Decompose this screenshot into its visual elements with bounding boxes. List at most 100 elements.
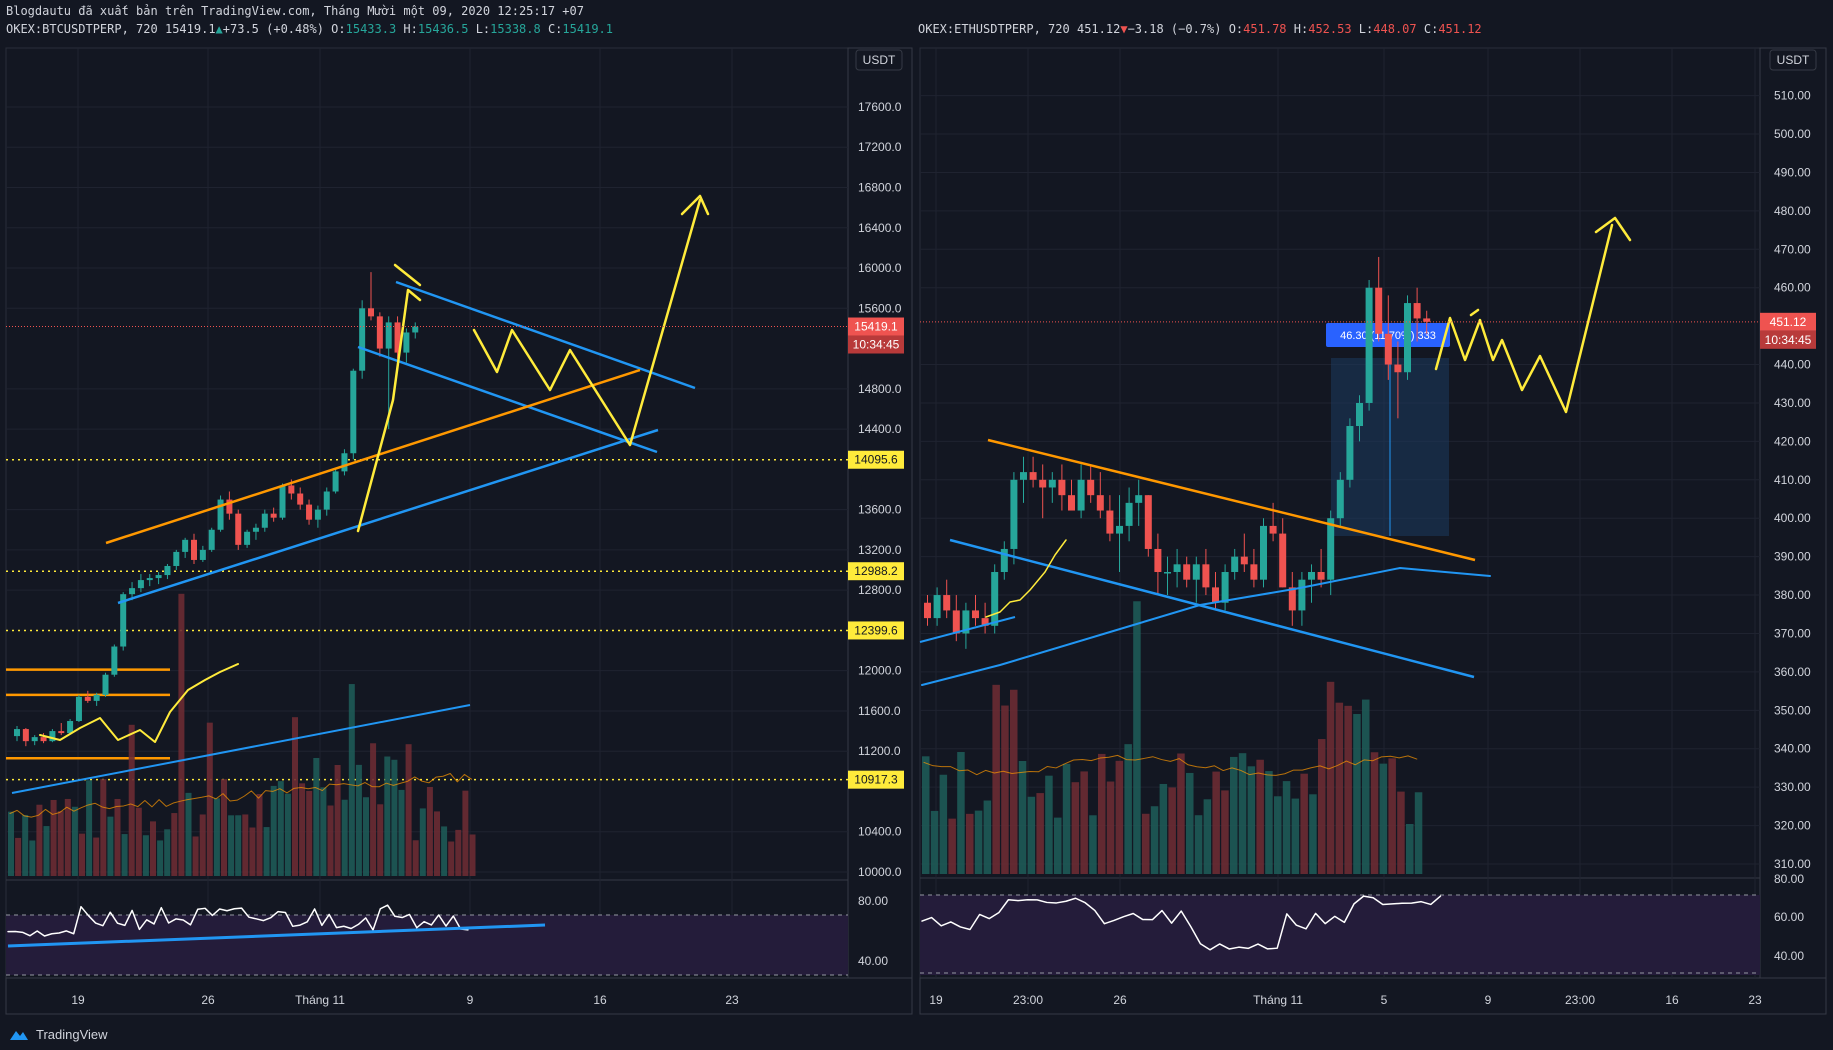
volume-bar — [36, 804, 43, 876]
y-tick: 13600.0 — [858, 503, 902, 517]
volume-bar — [313, 757, 320, 876]
y-tick: 510.00 — [1774, 89, 1811, 103]
volume-bar — [1106, 781, 1115, 874]
currency-box — [1769, 49, 1817, 71]
volume-bar — [185, 792, 192, 876]
x-tick: 23 — [725, 993, 739, 1007]
rsi-tick: 40.00 — [858, 954, 888, 968]
candle — [1260, 525, 1267, 580]
footer-brand: TradingView — [36, 1027, 108, 1042]
candle — [182, 539, 189, 552]
volume-bar — [398, 789, 405, 876]
candle — [314, 509, 321, 520]
candle — [49, 731, 56, 742]
volume-bar — [1238, 753, 1247, 874]
projection-arrow-head — [680, 194, 710, 216]
btc-panel — [5, 47, 913, 1015]
y-tick: 13200.0 — [858, 543, 902, 557]
y-tick-label: 380.00 — [1774, 588, 1811, 602]
volume-bar — [79, 833, 85, 876]
volume-bar — [270, 785, 277, 876]
volume-bar — [1071, 782, 1080, 874]
candle — [1010, 479, 1018, 549]
price-tag: 15419.1 — [854, 320, 898, 334]
y-tick: 11600.0 — [858, 704, 901, 718]
countdown-bg — [848, 335, 904, 354]
y-tick-label: 340.00 — [1774, 742, 1811, 756]
volume-bar — [405, 744, 412, 876]
candle — [1423, 318, 1431, 322]
candle — [1116, 525, 1123, 534]
rsi-band — [6, 915, 848, 975]
eth-interval: 720 — [1048, 22, 1070, 36]
candle — [1087, 479, 1095, 496]
y-tick: 420.00 — [1774, 434, 1811, 448]
x-tick: 23 — [1748, 993, 1762, 1007]
volume-bar — [213, 798, 220, 876]
rsi-tick: 60.00 — [1774, 910, 1804, 924]
y-tick-label: 14400.0 — [858, 422, 902, 436]
y-tick: 12800.0 — [858, 583, 902, 597]
volume-bar — [462, 790, 469, 876]
y-tick: 330.00 — [1774, 780, 1811, 794]
eth-symbol[interactable]: OKEX:ETHUSDTPERP — [918, 22, 1034, 36]
volume-bar — [1186, 772, 1194, 874]
candle — [1298, 579, 1306, 611]
volume-bar — [1370, 752, 1379, 874]
volume-bar — [930, 810, 939, 874]
x-tick-label: 16 — [1665, 993, 1679, 1007]
btc-symbol[interactable]: OKEX:BTCUSDTPERP — [6, 22, 122, 36]
volume-bar — [939, 774, 948, 874]
volume-bar — [1080, 771, 1088, 874]
x-tick-label: Tháng 11 — [1253, 993, 1303, 1007]
rsi-line — [7, 904, 469, 937]
x-tick-label: 26 — [201, 993, 215, 1007]
candle — [368, 308, 374, 317]
candle — [991, 572, 999, 626]
volume-bar — [1010, 689, 1018, 874]
candle — [1404, 303, 1411, 373]
currency-label: USDT — [1777, 53, 1810, 67]
x-tick: 9 — [1485, 993, 1492, 1007]
candle — [403, 332, 410, 353]
y-tick: 390.00 — [1774, 550, 1811, 564]
y-tick: 10400.0 — [858, 825, 902, 839]
tradingview-footer[interactable]: TradingView — [8, 1027, 108, 1042]
candle — [84, 696, 91, 701]
down-arrow-icon: ▼ — [1120, 22, 1128, 36]
volume-bar — [228, 815, 235, 876]
rsi-tick: 40.00 — [1774, 949, 1804, 963]
candle — [252, 527, 259, 532]
y-tick: 16400.0 — [858, 221, 902, 235]
candle — [1135, 495, 1143, 503]
volume-bar — [157, 840, 164, 876]
candle — [1173, 564, 1181, 573]
candle — [1192, 564, 1200, 580]
y-tick-label: 420.00 — [1774, 434, 1811, 448]
candle — [270, 513, 277, 518]
candle — [235, 513, 242, 545]
x-tick: 23:00 — [1565, 993, 1595, 1007]
eth-last: 451.12 — [1076, 22, 1121, 36]
volume-bar — [22, 814, 29, 876]
candle — [962, 610, 970, 634]
y-tick-label: 10400.0 — [858, 825, 902, 839]
volume-bar — [8, 811, 14, 876]
volume-bar — [306, 790, 313, 876]
volume-bar — [150, 821, 156, 876]
volume-bar — [1001, 705, 1009, 874]
x-tick: 5 — [1381, 993, 1388, 1007]
x-tick-label: 5 — [1381, 993, 1388, 1007]
candle — [394, 322, 401, 353]
yellow-path — [39, 663, 239, 743]
candle — [75, 696, 82, 722]
btc-change: +73.5 (+0.48%) — [222, 22, 324, 36]
y-tick: 17600.0 — [858, 100, 902, 114]
candle — [191, 539, 197, 560]
time-axis — [919, 977, 1827, 1015]
volume-bar — [235, 815, 242, 876]
y-tick-label: 360.00 — [1774, 665, 1811, 679]
volume-bar — [1177, 753, 1185, 874]
y-tick: 12000.0 — [858, 664, 902, 678]
